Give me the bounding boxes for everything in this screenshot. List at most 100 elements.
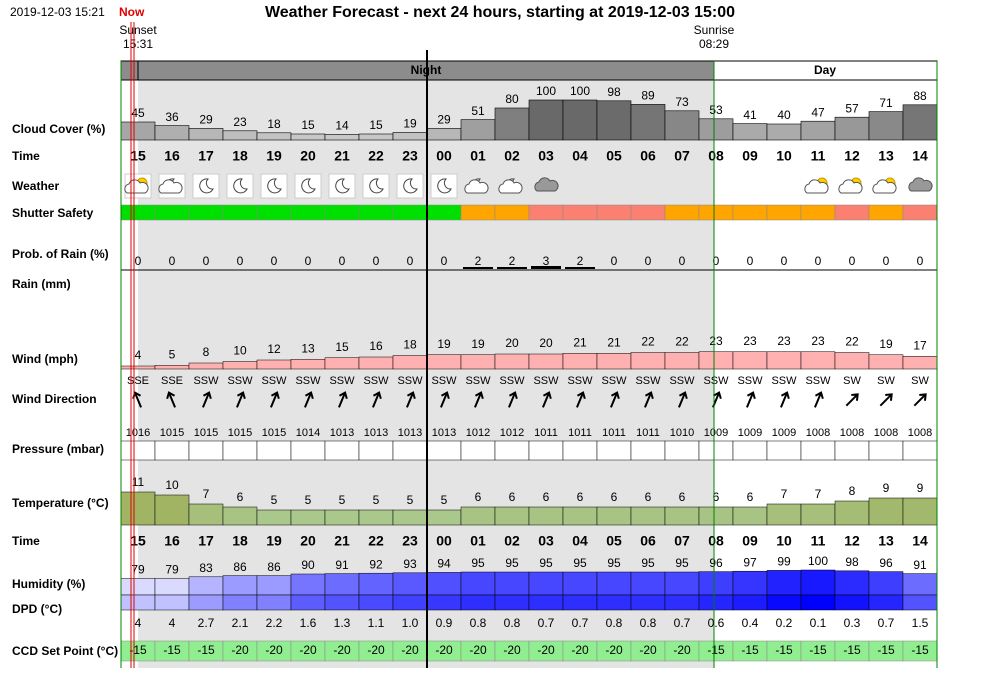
value-label: 1.5	[912, 616, 929, 630]
humidity-bar	[392, 572, 428, 596]
value-label: 0	[373, 254, 380, 268]
cloud-bar	[358, 133, 394, 141]
value-label: 06	[640, 148, 656, 164]
weather-icon	[838, 177, 863, 194]
rain-prob-bar	[531, 266, 561, 269]
value-label: -15	[129, 643, 147, 657]
value-label: 15	[301, 118, 315, 132]
arrow-shape	[814, 391, 824, 408]
wind-arrow	[236, 391, 246, 408]
row-label: Pressure (mbar)	[12, 442, 104, 456]
value-label: 23	[777, 334, 791, 348]
value-label: 07	[674, 148, 690, 164]
value-label: 91	[335, 558, 349, 572]
weather-icon	[362, 173, 390, 199]
humidity-bar	[528, 571, 564, 596]
pressure-cell	[766, 440, 802, 461]
value-label: SSW	[261, 375, 287, 387]
wind-arrow	[166, 391, 176, 408]
value-label: 1009	[738, 427, 762, 439]
value-label: SSW	[567, 375, 593, 387]
cloud-bar	[596, 100, 632, 141]
value-label: 23	[709, 334, 723, 348]
cloud-bar	[868, 111, 904, 141]
value-label: 19	[403, 117, 417, 131]
wind-arrow	[678, 391, 688, 408]
value-label: -20	[503, 643, 521, 657]
weather-icon	[872, 177, 897, 194]
value-label: 95	[573, 556, 587, 570]
weather-icon	[294, 173, 322, 199]
temperature-bar	[324, 509, 360, 526]
value-label: -15	[877, 643, 895, 657]
temperature-bar	[154, 494, 190, 526]
cloud-bar	[834, 116, 870, 141]
shutter-cell	[460, 204, 496, 221]
dpd-bar	[358, 594, 394, 611]
value-label: 0	[917, 254, 924, 268]
value-label: 23	[402, 148, 418, 164]
value-label: 95	[641, 556, 655, 570]
value-label: 01	[470, 533, 486, 549]
value-label: 0.2	[776, 616, 793, 630]
humidity-bar	[256, 575, 292, 596]
value-label: 5	[407, 493, 414, 507]
value-label: 98	[845, 555, 859, 569]
pressure-cell	[154, 440, 190, 461]
cloud-bar	[392, 132, 428, 141]
pressure-cell	[222, 440, 258, 461]
weather-icon	[260, 173, 288, 199]
value-label: 1.1	[368, 616, 385, 630]
shutter-cell	[732, 204, 768, 221]
value-label: 0.3	[844, 616, 861, 630]
value-label: 22	[845, 335, 859, 349]
value-label: 86	[267, 560, 281, 574]
value-label: 20	[505, 336, 519, 350]
value-label: 13	[878, 533, 894, 549]
value-label: 0.8	[470, 616, 487, 630]
value-label: SSW	[363, 375, 389, 387]
row-label: CCD Set Point (°C)	[12, 644, 118, 658]
value-label: 17	[198, 148, 214, 164]
value-label: -20	[299, 643, 317, 657]
value-label: SW	[843, 375, 861, 387]
dpd-bar	[120, 594, 156, 611]
wind-arrow	[474, 391, 484, 408]
value-label: -20	[673, 643, 691, 657]
row-label: Time	[12, 534, 40, 548]
shutter-cell	[392, 204, 428, 221]
weather-icon	[498, 178, 523, 194]
weather-icon	[534, 177, 559, 192]
value-label: 0	[781, 254, 788, 268]
wind-arrow	[644, 391, 654, 408]
value-label: SSW	[227, 375, 253, 387]
value-label: 1011	[602, 427, 626, 439]
humidity-bar	[800, 569, 836, 596]
arrow-shape	[780, 391, 790, 408]
value-label: 8	[849, 484, 856, 498]
shutter-cell	[324, 204, 360, 221]
value-label: 13	[878, 148, 894, 164]
cloud	[498, 179, 523, 194]
shutter-cell	[562, 204, 598, 221]
value-label: 10	[776, 533, 792, 549]
wind-bar	[834, 352, 870, 370]
value-label: 15	[130, 533, 146, 549]
value-label: 5	[373, 493, 380, 507]
value-label: 19	[437, 337, 451, 351]
arrow-shape	[270, 391, 280, 408]
value-label: 53	[709, 103, 723, 117]
value-label: 9	[917, 481, 924, 495]
value-label: 1013	[398, 427, 422, 439]
value-label: 20	[300, 533, 316, 549]
value-label: SSW	[703, 375, 729, 387]
value-label: 0	[203, 254, 210, 268]
wind-bar	[698, 351, 734, 370]
arrow-shape	[166, 391, 176, 408]
value-label: 18	[403, 338, 417, 352]
value-label: 1008	[908, 427, 932, 439]
value-label: 83	[199, 561, 213, 575]
value-label: 1014	[296, 427, 320, 439]
value-label: 1008	[840, 427, 864, 439]
